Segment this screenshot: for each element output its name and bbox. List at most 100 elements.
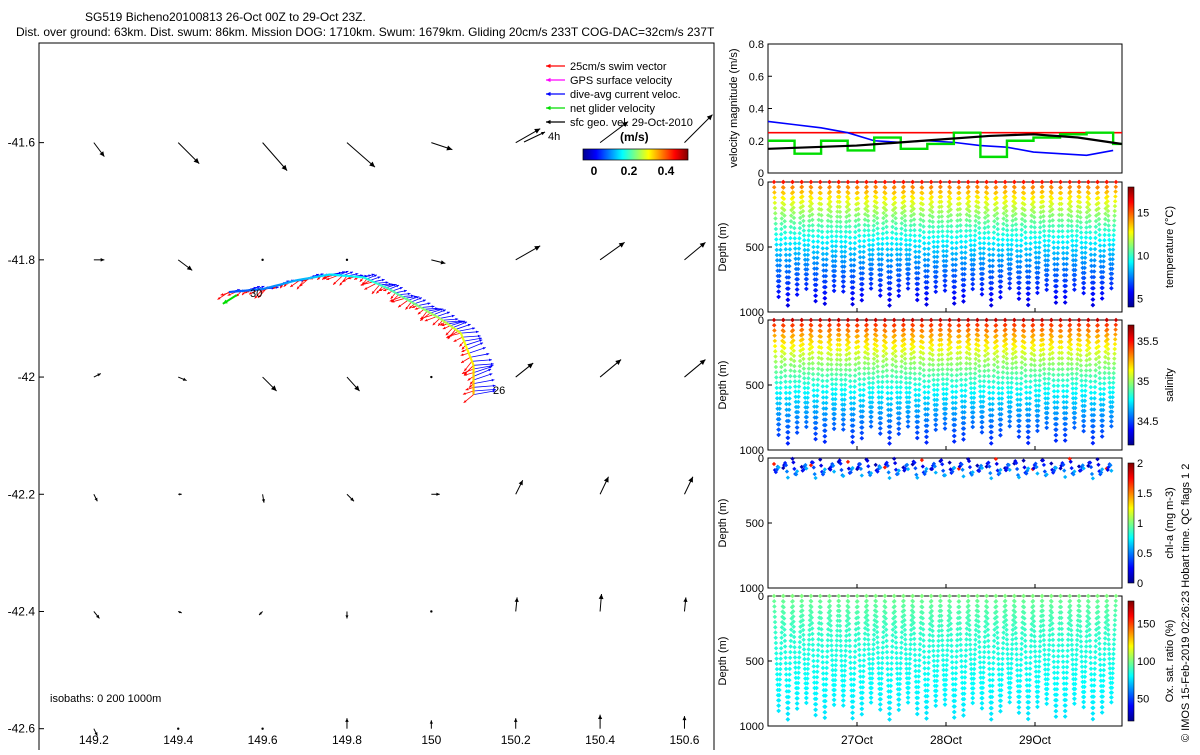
track-segment [442,320,445,322]
velocity-y-ticklabel: 0.8 [749,39,764,51]
legend-label: net glider velocity [570,103,655,115]
track-segment [386,288,389,289]
track-segment [279,284,283,285]
colorbar-title: (m/s) [620,130,649,144]
profile-colorbar-ticklabel: 35.5 [1137,336,1158,348]
map-y-ticklabel: -42.2 [8,487,36,501]
velocity-y-ticklabel: 0.2 [749,136,764,148]
profile-colorbar-ticklabel: 34.5 [1137,416,1158,428]
geostrophic-vector-dot [261,727,263,729]
map-x-ticklabel: 150.6 [669,733,699,747]
figure-subtitle: Dist. over ground: 63km. Dist. swum: 86k… [16,25,715,39]
track-segment [267,287,271,288]
profile-colorbar-ticklabel: 1.5 [1137,488,1152,500]
profile-colorbar-label: Ox. sat. ratio (%) [1164,620,1176,703]
profile-colorbar-ticklabel: 1 [1137,518,1143,530]
speed-colorbar [583,149,688,160]
track-segment [364,277,367,278]
track-segment [466,345,468,349]
profile-colorbar-label: chl-a (mg m-3) [1164,487,1176,559]
profile-ylabel: Depth (m) [717,223,729,272]
track-segment [453,328,456,330]
profile-y-ticklabel: 500 [746,518,764,530]
profile-y-ticklabel: 500 [746,656,764,668]
track-segment [271,286,275,287]
profile-colorbar-ticklabel: 100 [1137,656,1155,668]
track-segment [373,282,376,283]
profile-y-ticklabel: 0 [758,591,764,603]
legend-4h-label: 4h [548,131,560,143]
geostrophic-vector-dot [430,376,432,378]
track-segment [380,285,383,286]
colorbar-tick-02: 0.2 [621,164,638,178]
track-segment [296,280,300,281]
profile-colorbar-ticklabel: 0.5 [1137,548,1152,560]
map-y-ticklabel: -42 [18,370,36,384]
track-segment [440,318,443,320]
track-start-label: 30 [250,288,262,300]
figure-title: SG519 Bicheno20100813 26-Oct 00Z to 29-O… [85,10,366,24]
profile-colorbar-label: salinity [1164,368,1176,402]
profile-y-ticklabel: 500 [746,242,764,254]
track-segment [317,276,321,277]
colorbar-tick-0: 0 [591,164,598,178]
profile-colorbar [1128,601,1134,721]
track-segment [301,279,305,280]
map-y-ticklabel: -42.4 [8,604,36,618]
track-end-label: 26 [493,385,505,397]
track-segment [305,278,309,279]
map-x-ticklabel: 149.4 [163,733,193,747]
geostrophic-vector-dot [430,610,432,612]
profile-axes [768,458,1122,588]
profile-y-ticklabel: 0 [758,177,764,189]
geostrophic-vector-dot [261,259,263,261]
map-y-ticklabel: -41.6 [8,136,36,150]
profile-colorbar-ticklabel: 50 [1137,694,1149,706]
track-segment [377,283,380,284]
track-segment [445,322,448,324]
map-x-ticklabel: 150.4 [585,733,615,747]
colorbar-tick-04: 0.4 [658,164,675,178]
profile-y-ticklabel: 500 [746,380,764,392]
track-segment [367,279,370,280]
track-segment [309,277,313,278]
map-x-ticklabel: 149.2 [79,733,109,747]
track-segment [472,361,474,365]
velocity-ylabel: velocity magnitude (m/s) [728,48,740,167]
track-segment [313,277,317,278]
legend-label: GPS surface velocity [570,75,673,87]
profile-ylabel: Depth (m) [717,637,729,686]
isobaths-label: isobaths: 0 200 1000m [50,693,161,705]
track-segment [456,329,459,331]
profile-colorbar-ticklabel: 15 [1137,208,1149,220]
profile-y-ticklabel: 1000 [740,721,764,733]
track-segment [288,281,292,282]
track-segment [383,286,386,287]
profile-y-ticklabel: 0 [758,315,764,327]
track-segment [448,324,451,326]
track-segment [275,285,279,286]
geostrophic-vector-dot [177,727,179,729]
profile-colorbar-ticklabel: 5 [1137,293,1143,305]
track-segment [322,275,326,276]
geostrophic-vector-dot [346,259,348,261]
track-segment [462,337,464,341]
profile-colorbar-ticklabel: 35 [1137,376,1149,388]
track-segment [458,331,461,333]
profile-colorbar [1128,187,1134,307]
track-segment [263,288,267,289]
profile-colorbar-ticklabel: 2 [1137,458,1143,470]
profile-colorbar-label: temperature (°C) [1164,206,1176,288]
map-x-ticklabel: 149.8 [332,733,362,747]
legend-label: sfc geo. vel. 29-Oct-2010 [570,117,693,129]
profile-ylabel: Depth (m) [717,361,729,410]
legend-label: 25cm/s swim vector [570,61,667,73]
track-segment [326,274,330,275]
velocity-y-ticklabel: 0.4 [749,104,764,116]
profile-ylabel: Depth (m) [717,499,729,548]
